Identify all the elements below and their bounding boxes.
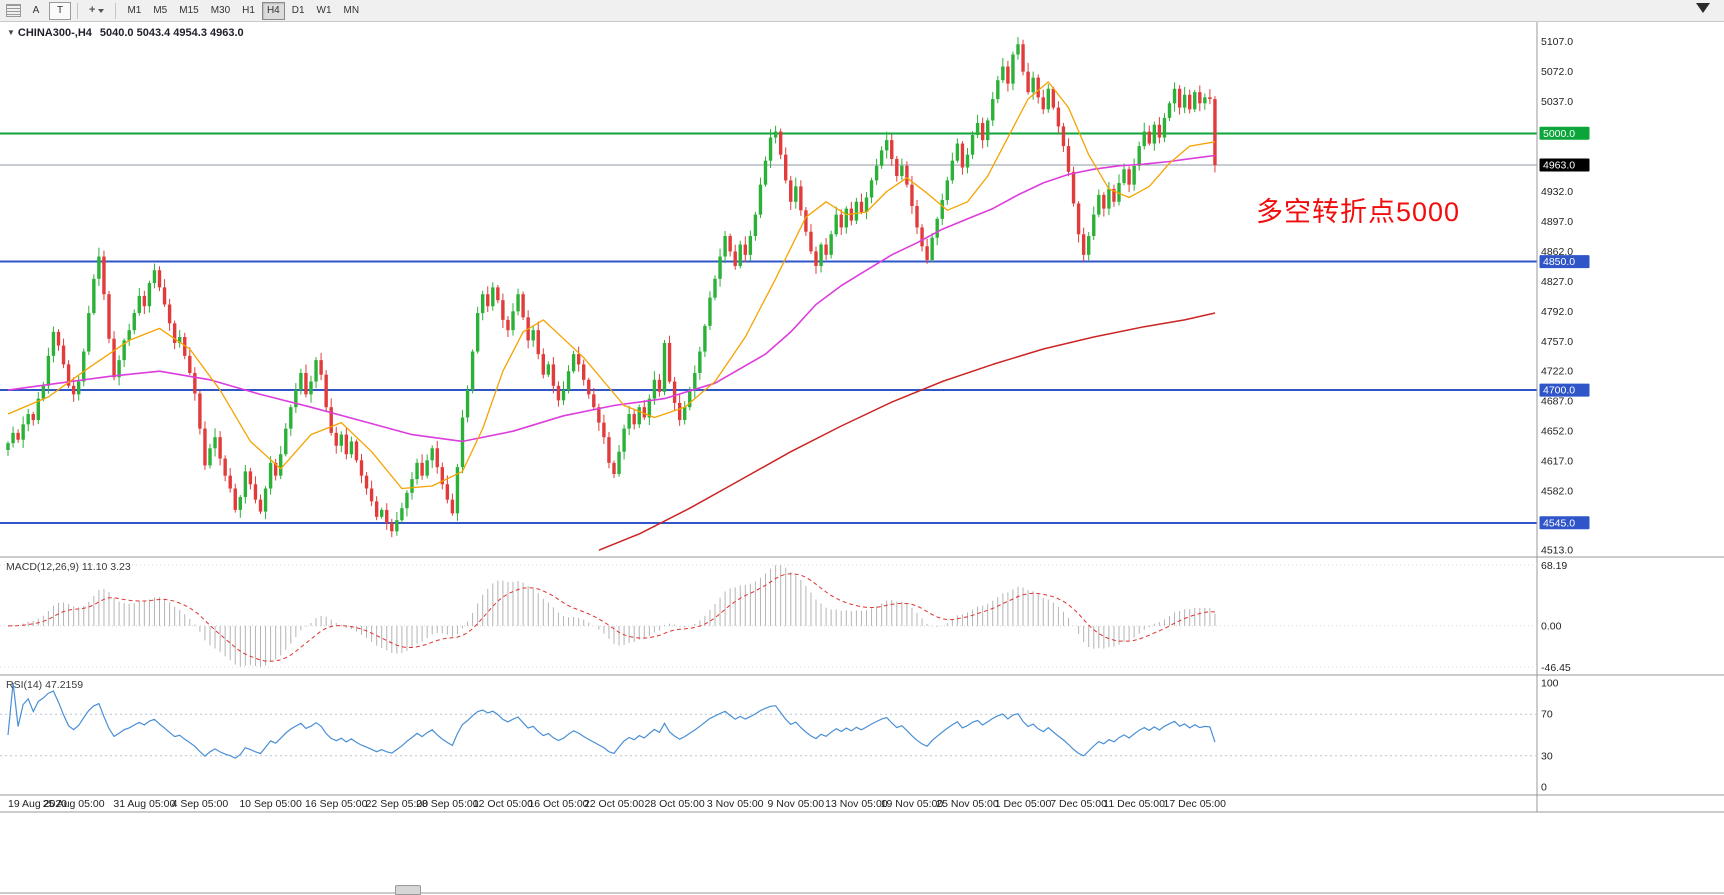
svg-text:68.19: 68.19 xyxy=(1541,560,1567,572)
toolbar-separator xyxy=(115,2,117,19)
svg-text:28 Sep 05:00: 28 Sep 05:00 xyxy=(416,798,479,810)
svg-text:5000.0: 5000.0 xyxy=(1543,128,1575,140)
svg-text:4963.0: 4963.0 xyxy=(1543,159,1575,171)
rsi-line xyxy=(7,682,1216,759)
svg-text:30: 30 xyxy=(1541,750,1553,762)
chart-grid-icon[interactable] xyxy=(6,4,21,17)
timeframe-button-d1[interactable]: D1 xyxy=(287,2,310,20)
svg-text:4862.0: 4862.0 xyxy=(1541,246,1573,258)
dropdown-caret-icon xyxy=(98,8,105,13)
svg-text:13 Nov 05:00: 13 Nov 05:00 xyxy=(825,798,888,810)
svg-text:3 Nov 05:00: 3 Nov 05:00 xyxy=(707,798,764,810)
svg-text:5072.0: 5072.0 xyxy=(1541,66,1573,78)
svg-text:31 Aug 05:00: 31 Aug 05:00 xyxy=(113,798,175,810)
horizontal-level-lines xyxy=(0,132,1537,524)
price-tag: 4545.0 xyxy=(1539,516,1590,530)
svg-text:4700.0: 4700.0 xyxy=(1543,385,1575,397)
svg-text:4 Sep 05:00: 4 Sep 05:00 xyxy=(172,798,229,810)
svg-text:4932.0: 4932.0 xyxy=(1541,186,1573,198)
ma-fast-line xyxy=(7,81,1216,490)
top-right-icon[interactable] xyxy=(1696,3,1710,13)
svg-text:22 Sep 05:00: 22 Sep 05:00 xyxy=(366,798,429,810)
svg-text:4792.0: 4792.0 xyxy=(1541,306,1573,318)
macd-signal-line xyxy=(7,573,1216,662)
text-tool-button[interactable]: T xyxy=(49,1,71,20)
timeframe-button-m1[interactable]: M1 xyxy=(122,2,146,20)
svg-text:100: 100 xyxy=(1541,678,1559,690)
ma-medium-line xyxy=(7,154,1216,443)
chart-canvas[interactable]: 5107.0 5072.0 5037.0 4932.0 4897.0 4862.0 4827… xyxy=(0,22,1724,895)
svg-text:-46.45: -46.45 xyxy=(1541,662,1571,674)
svg-text:12 Oct 05:00: 12 Oct 05:00 xyxy=(473,798,533,810)
svg-text:0: 0 xyxy=(1541,782,1547,794)
svg-text:4687.0: 4687.0 xyxy=(1541,396,1573,408)
svg-text:9 Nov 05:00: 9 Nov 05:00 xyxy=(767,798,824,810)
svg-text:4757.0: 4757.0 xyxy=(1541,336,1573,348)
timeframe-group: M1 M5 M15 M30 H1 H4 D1 W1 MN xyxy=(121,1,365,20)
svg-text:4513.0: 4513.0 xyxy=(1541,545,1573,557)
svg-text:11 Dec 05:00: 11 Dec 05:00 xyxy=(1103,798,1165,810)
price-tag: 4963.0 xyxy=(1539,158,1590,172)
toolbar: A T + M1 M5 M15 M30 H1 H4 D1 W1 MN xyxy=(0,0,1724,22)
price-tag: 4850.0 xyxy=(1539,255,1590,269)
crosshair-icon: + xyxy=(89,4,96,16)
svg-text:5037.0: 5037.0 xyxy=(1541,96,1573,108)
svg-text:19 Aug 2020: 19 Aug 2020 xyxy=(8,798,67,810)
svg-text:17 Dec 05:00: 17 Dec 05:00 xyxy=(1164,798,1227,810)
svg-text:4897.0: 4897.0 xyxy=(1541,216,1573,228)
svg-text:4652.0: 4652.0 xyxy=(1541,426,1573,438)
svg-text:4617.0: 4617.0 xyxy=(1541,456,1573,468)
svg-text:22 Oct 05:00: 22 Oct 05:00 xyxy=(584,798,644,810)
svg-text:16 Sep 05:00: 16 Sep 05:00 xyxy=(305,798,368,810)
macd-histogram xyxy=(12,565,1216,667)
timeframe-button-m5[interactable]: M5 xyxy=(148,2,172,20)
cursor-tool-button[interactable]: + xyxy=(84,2,109,20)
svg-text:4582.0: 4582.0 xyxy=(1541,486,1573,498)
toolbar-separator xyxy=(77,2,78,19)
svg-text:4545.0: 4545.0 xyxy=(1543,517,1575,529)
timeframe-button-h4[interactable]: H4 xyxy=(261,1,285,20)
svg-text:7 Dec 05:00: 7 Dec 05:00 xyxy=(1050,798,1107,810)
svg-text:0.00: 0.00 xyxy=(1541,620,1562,632)
svg-text:16 Oct 05:00: 16 Oct 05:00 xyxy=(528,798,588,810)
bottom-scrollbar-thumb[interactable] xyxy=(395,885,421,895)
timeframe-button-mn[interactable]: MN xyxy=(339,2,365,20)
svg-text:25 Nov 05:00: 25 Nov 05:00 xyxy=(936,798,999,810)
candles-layer xyxy=(6,36,1217,538)
price-axis-labels: 5107.0 5072.0 5037.0 4932.0 4897.0 4862.0 4827… xyxy=(1539,36,1590,557)
svg-text:4722.0: 4722.0 xyxy=(1541,366,1573,378)
timeframe-button-w1[interactable]: W1 xyxy=(312,2,337,20)
svg-text:28 Oct 05:00: 28 Oct 05:00 xyxy=(645,798,705,810)
svg-text:10 Sep 05:00: 10 Sep 05:00 xyxy=(239,798,302,810)
svg-text:70: 70 xyxy=(1541,709,1553,721)
svg-text:1 Dec 05:00: 1 Dec 05:00 xyxy=(995,798,1052,810)
ma-slow-line xyxy=(598,312,1216,551)
chart-area: 5107.0 5072.0 5037.0 4932.0 4897.0 4862.0 4827… xyxy=(0,22,1724,895)
timeframe-button-m15[interactable]: M15 xyxy=(174,2,203,20)
price-tag: 5000.0 xyxy=(1539,126,1590,140)
font-tool-button[interactable]: A xyxy=(25,2,47,20)
svg-text:19 Nov 05:00: 19 Nov 05:00 xyxy=(881,798,944,810)
price-tag: 4700.0 xyxy=(1539,383,1590,397)
timeframe-button-m30[interactable]: M30 xyxy=(206,2,235,20)
svg-text:5107.0: 5107.0 xyxy=(1541,36,1573,48)
svg-text:25 Aug 05:00: 25 Aug 05:00 xyxy=(43,798,105,810)
svg-text:4827.0: 4827.0 xyxy=(1541,276,1573,288)
svg-text:4850.0: 4850.0 xyxy=(1543,256,1575,268)
timeframe-button-h1[interactable]: H1 xyxy=(237,2,260,20)
